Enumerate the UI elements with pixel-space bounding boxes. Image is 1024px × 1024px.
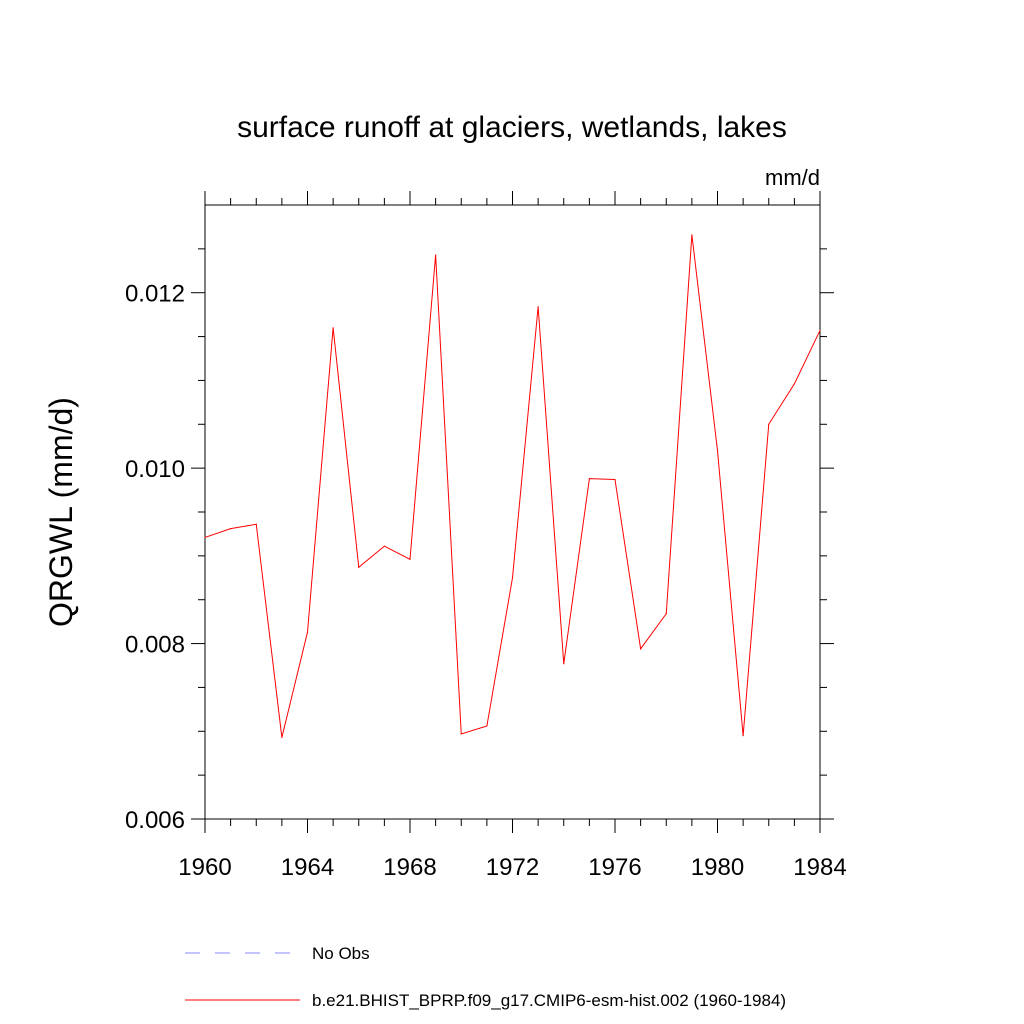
x-tick-label: 1960 [178,854,231,881]
chart-title: surface runoff at glaciers, wetlands, la… [237,111,787,144]
data-point [716,450,719,452]
data-point [255,523,257,525]
data-point [563,663,565,665]
data-point [742,735,744,737]
x-tick-label: 1964 [281,854,334,881]
x-tick-label: 1968 [383,854,436,881]
y-tick-label: 0.006 [125,807,185,834]
x-tick-label: 1980 [691,854,744,881]
data-point [486,725,488,727]
y-tick-label: 0.012 [125,281,185,308]
data-point [435,254,437,256]
series-layer [204,234,821,739]
data-point [306,631,309,633]
data-point [230,528,232,530]
y-axis-label: QRGWL (mm/d) [43,397,79,627]
x-tick-label: 1976 [588,854,641,881]
data-point [640,648,642,650]
data-point [511,577,514,579]
data-point [614,478,616,481]
y-tick-label: 0.008 [125,632,185,659]
legend: No Obs b.e21.BHIST_BPRP.f09_g17.CMIP6-es… [185,944,786,1010]
data-point [793,383,795,385]
data-point [460,733,462,735]
data-point [332,327,334,329]
data-point [768,423,770,425]
data-point [691,234,693,236]
axis-ticks [191,191,834,833]
plot-frame [204,204,821,820]
units-label: mm/d [765,165,820,190]
y-tick-labels: 0.006 0.008 0.010 0.012 [125,281,185,834]
legend-label-no-obs: No Obs [312,944,370,963]
y-tick-label: 0.010 [125,456,185,483]
x-tick-label: 1972 [486,854,539,881]
data-point [588,478,590,480]
data-point [819,329,821,332]
x-tick-label: 1984 [793,854,846,881]
data-point [204,536,206,539]
legend-label-series: b.e21.BHIST_BPRP.f09_g17.CMIP6-esm-hist.… [312,991,786,1010]
data-point [358,566,360,568]
data-point [665,613,667,615]
data-point [409,558,411,560]
data-point [383,545,385,547]
x-tick-labels: 1960 1964 1968 1972 1976 1980 1984 [178,854,846,881]
data-point [281,736,283,739]
data-point [537,306,539,308]
series-line [204,234,821,738]
